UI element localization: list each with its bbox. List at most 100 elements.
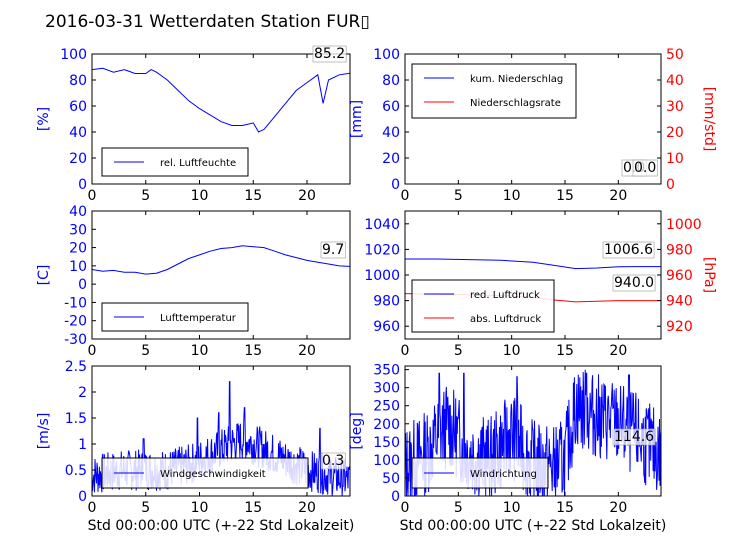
plot-area — [405, 369, 661, 496]
value-label-box — [612, 274, 656, 292]
x-tick-label: 15 — [556, 500, 574, 516]
y-tick-label: 50 — [382, 471, 400, 487]
value-label: 1006.6 — [604, 242, 653, 258]
y-axis-label: [deg] — [349, 412, 365, 449]
y-tick-label: 1000 — [364, 268, 400, 284]
y-tick-label: 0.5 — [65, 463, 87, 479]
value-label: 85.2 — [314, 46, 345, 62]
plot-area — [92, 245, 350, 275]
plot-frame — [404, 365, 662, 497]
series-line-0 — [92, 67, 350, 133]
x-tick-label: 5 — [141, 500, 150, 516]
y-tick-label: 0 — [78, 489, 87, 505]
y-tick-label: 0 — [391, 177, 400, 193]
y-tick-label: -20 — [64, 314, 87, 330]
x-tick-label: 5 — [141, 343, 150, 359]
y-right-tick-label: 920 — [666, 319, 693, 335]
y-right-tick-label: 1000 — [666, 217, 702, 233]
chart-panel-temperature: 0 5 10 15 20 -30 -20 -10 0 10 20 30 40 [C] Lufttempera… — [36, 204, 351, 359]
y-axis-label: [m/s] — [36, 413, 52, 450]
legend-label: Windgeschwindigkeit — [160, 469, 266, 480]
x-tick-label: 5 — [454, 500, 463, 516]
chart-panel-humidity: 0 5 10 15 20 0 20 40 60 80 100 [%] rel. Luftfeuchte 8… — [36, 45, 351, 204]
value-label-2: 0.0 — [634, 160, 656, 176]
value-label: 9.7 — [322, 242, 344, 258]
y-tick-label: 60 — [69, 99, 87, 115]
y-tick-label: 0 — [78, 277, 87, 293]
y-tick-label: 80 — [69, 73, 87, 89]
x-tick-label: 0 — [401, 188, 410, 204]
y-tick-label: 0 — [78, 177, 87, 193]
y-tick-label: 200 — [373, 417, 400, 433]
y-tick-label: 2 — [78, 385, 87, 401]
y-right-tick-label: 980 — [666, 242, 693, 258]
legend-box — [411, 63, 577, 119]
legend-label: abs. Luftdruck — [470, 314, 541, 325]
series-line-0 — [405, 369, 661, 496]
x-tick-label: 20 — [298, 188, 316, 204]
x-tick-label: 20 — [609, 500, 627, 516]
legend-label: kum. Niederschlag — [470, 74, 563, 85]
y-tick-label: 1040 — [364, 217, 400, 233]
legend-box — [411, 279, 555, 333]
y-right-tick-label: 50 — [666, 47, 684, 63]
value-label-box — [320, 241, 346, 259]
y-tick-label: 0 — [391, 489, 400, 505]
legend: Windgeschwindigkeit — [101, 457, 309, 489]
value-label-box — [632, 159, 658, 177]
y-axis-label: [C] — [36, 265, 52, 286]
y-tick-label: 100 — [60, 47, 87, 63]
y-axis-label: [mm] — [349, 100, 365, 138]
plot-frame — [91, 365, 351, 497]
x-axis-label: Std 00:00:00 UTC (+-22 Std Lokalzeit) — [88, 518, 355, 534]
y-tick-label: 250 — [373, 399, 400, 415]
y-right-tick-label: 20 — [666, 125, 684, 141]
x-tick-label: 0 — [401, 500, 410, 516]
x-tick-label: 10 — [503, 343, 521, 359]
legend-label: Niederschlagsrate — [470, 98, 561, 109]
y-right-axis-label: [hPa] — [701, 257, 717, 293]
plot-frame — [404, 53, 662, 185]
plot-frame — [91, 53, 351, 185]
x-tick-label: 20 — [609, 188, 627, 204]
y-right-tick-label: 960 — [666, 268, 693, 284]
x-tick-label: 0 — [401, 343, 410, 359]
chart-panel-pressure: 0 5 10 15 20 960 980 1000 1020 1040 920 940 960 980 10… — [364, 210, 717, 359]
x-tick-label: 10 — [191, 343, 209, 359]
y-tick-label: 20 — [69, 151, 87, 167]
y-tick-label: 40 — [69, 204, 87, 220]
y-tick-label: 150 — [373, 435, 400, 451]
y-tick-label: 100 — [373, 47, 400, 63]
x-tick-label: 10 — [191, 500, 209, 516]
y-tick-label: 20 — [69, 241, 87, 257]
legend-label: red. Luftdruck — [470, 290, 540, 301]
x-tick-label: 20 — [298, 500, 316, 516]
y-right-tick-label: 940 — [666, 294, 693, 310]
y-tick-label: 30 — [69, 222, 87, 238]
x-axis-label: Std 00:00:00 UTC (+-22 Std Lokalzeit) — [400, 518, 667, 534]
y-tick-label: 80 — [382, 73, 400, 89]
x-tick-label: 10 — [191, 188, 209, 204]
chart-panel-wind-speed: 0 5 10 15 20 0 0.5 1 1.5 2 2.5 [m/s] Std 00:00:00 UT… — [36, 359, 354, 534]
x-tick-label: 15 — [556, 188, 574, 204]
x-tick-label: 5 — [141, 188, 150, 204]
plot-area — [92, 67, 350, 133]
y-tick-label: -10 — [64, 295, 87, 311]
legend: kum. Niederschlag Niederschlagsrate — [411, 63, 577, 119]
x-tick-label: 5 — [454, 343, 463, 359]
legend-label: Lufttemperatur — [160, 313, 237, 324]
y-axis-label: [%] — [36, 107, 52, 131]
value-label-box — [612, 428, 656, 446]
chart-panel-precipitation: 0 5 10 15 20 0 20 40 60 80 100 0 10 20 30 40 50 [mm] [mm/s… — [349, 47, 717, 204]
x-tick-label: 20 — [609, 343, 627, 359]
x-tick-label: 0 — [88, 343, 97, 359]
y-tick-label: 1 — [78, 437, 87, 453]
y-tick-label: 1.5 — [65, 411, 87, 427]
y-tick-label: 2.5 — [65, 359, 87, 375]
plot-frame — [91, 210, 351, 340]
legend: red. Luftdruck abs. Luftdruck — [411, 279, 555, 333]
y-tick-label: 1020 — [364, 242, 400, 258]
x-tick-label: 5 — [454, 188, 463, 204]
x-tick-label: 15 — [244, 343, 262, 359]
